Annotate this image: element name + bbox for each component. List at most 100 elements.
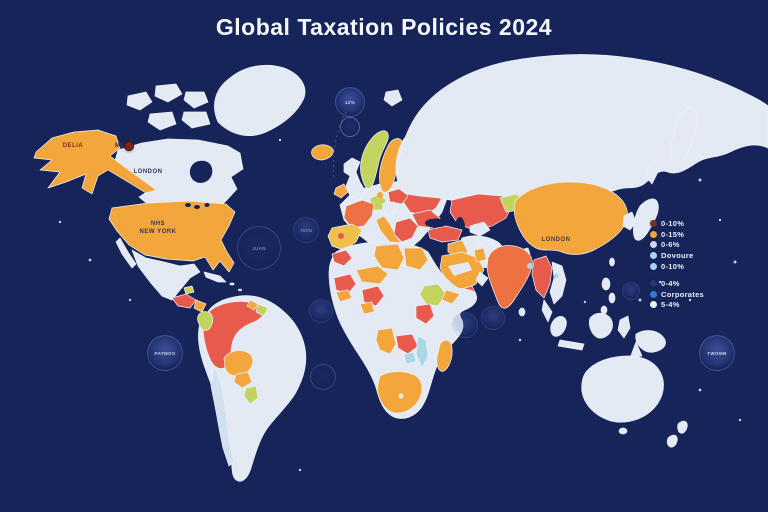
country-norway [360, 130, 389, 189]
country-australia [581, 355, 664, 423]
tasmania-island [618, 427, 628, 435]
country-uruguay [243, 385, 259, 405]
map-bubble[interactable] [310, 364, 336, 390]
map-label-nhs: NHS [150, 221, 166, 227]
map-bubble[interactable] [309, 299, 333, 323]
baja-peninsula [115, 237, 137, 269]
map-label-london-china: LONDON [541, 237, 571, 243]
country-ecuador [197, 311, 214, 331]
country-madagascar [436, 339, 453, 372]
legend-item: Corporates [650, 289, 704, 300]
map-bubble[interactable]: 750N [293, 217, 319, 243]
map-bubble[interactable]: PATMOS [147, 335, 183, 371]
north-america [33, 129, 244, 313]
horn-of-africa [441, 289, 461, 305]
country-zambia [395, 333, 419, 355]
country-ireland [333, 183, 349, 199]
legend-item: 5-4% [650, 300, 704, 311]
country-nigeria [361, 285, 385, 307]
page-title: Global Taxation Policies 2024 [215, 14, 553, 40]
country-guyana [255, 303, 269, 317]
legend-dot-palegray [650, 241, 657, 249]
country-usa [108, 200, 236, 273]
country-mexico [131, 249, 201, 301]
legend-item: Dovoure [650, 250, 704, 261]
map-bubble[interactable] [452, 312, 478, 338]
map-label-me: ME [115, 143, 125, 149]
map-bubble[interactable] [340, 117, 360, 137]
country-balkans [393, 217, 419, 243]
south-america [197, 295, 307, 482]
arctic-island [181, 111, 211, 129]
country-paraguay [233, 371, 253, 389]
country-iceland [311, 144, 334, 161]
svalbard-island [383, 89, 403, 107]
legend: 0-10% 0-15% 0-6% Dovoure 0-10% 0-4% Corp… [650, 218, 704, 310]
new-zealand-north [677, 420, 688, 434]
central-america-red [171, 293, 197, 309]
borneo-island [588, 312, 613, 339]
map-bubble[interactable]: 12% [335, 87, 365, 117]
country-mozambique [415, 335, 429, 369]
legend-item: 0-10% [650, 261, 704, 272]
legend-dot-orange [650, 230, 657, 238]
philippines-island [601, 277, 611, 291]
country-bangladesh [527, 263, 533, 269]
country-sri-lanka [518, 307, 526, 317]
legend-item: 0-6% [650, 240, 704, 251]
country-korea [622, 211, 637, 231]
country-oman [475, 271, 489, 287]
legend-dot-darkred [650, 219, 657, 227]
country-kenya-tanzania [415, 303, 435, 325]
country-cameroon [359, 301, 375, 315]
country-kazakhstan [449, 193, 513, 231]
java-island [557, 339, 585, 351]
asia [397, 54, 768, 323]
hudson-bay [189, 160, 213, 183]
map-label-new-york: NEW YORK [139, 229, 177, 235]
country-japan [633, 198, 659, 241]
kamchatka-peninsula [670, 107, 698, 165]
ocean-islands [58, 138, 742, 472]
country-india [486, 245, 533, 309]
country-south-africa [377, 371, 423, 414]
west-africa-red [333, 273, 357, 295]
country-france [343, 199, 375, 229]
country-libya [373, 243, 405, 271]
bubble-label: Juan [252, 245, 266, 251]
country-egypt [403, 247, 429, 271]
map-bubble[interactable] [481, 306, 505, 330]
arctic-region [126, 64, 403, 161]
philippines-island [608, 292, 616, 304]
map-label-london-canada: LONDON [133, 169, 163, 175]
bubble-label: TWOMB [707, 350, 727, 356]
map-bubble[interactable]: Juan [237, 226, 281, 270]
legend-dot-lightblue [650, 252, 657, 260]
sahel-orange [355, 265, 389, 285]
country-russia [397, 54, 768, 203]
country-vietnam [549, 261, 567, 305]
map-bubble[interactable] [622, 282, 640, 300]
map-pin-icon[interactable] [124, 141, 134, 151]
great-lake [194, 205, 200, 209]
new-guinea-island [635, 330, 666, 353]
bubble-label: 750N [299, 227, 313, 233]
arctic-island [183, 91, 209, 109]
country-myanmar-thailand [531, 255, 553, 299]
country-bolivia [223, 350, 254, 377]
malay-peninsula [541, 299, 553, 323]
country-central-europe [381, 201, 397, 217]
country-uk [343, 157, 367, 201]
country-taiwan [609, 257, 615, 267]
country-alaska [33, 129, 157, 195]
map-bubble[interactable]: TWOMB [699, 335, 735, 371]
black-sea [425, 218, 447, 228]
legend-dot-lightblue2 [650, 263, 657, 271]
philippines-island [600, 305, 608, 315]
caribbean-island [229, 282, 235, 286]
country-uzbekistan [469, 221, 491, 237]
legend-item: 0-15% [650, 229, 704, 240]
arctic-island [154, 83, 183, 103]
arctic-island [147, 111, 177, 131]
